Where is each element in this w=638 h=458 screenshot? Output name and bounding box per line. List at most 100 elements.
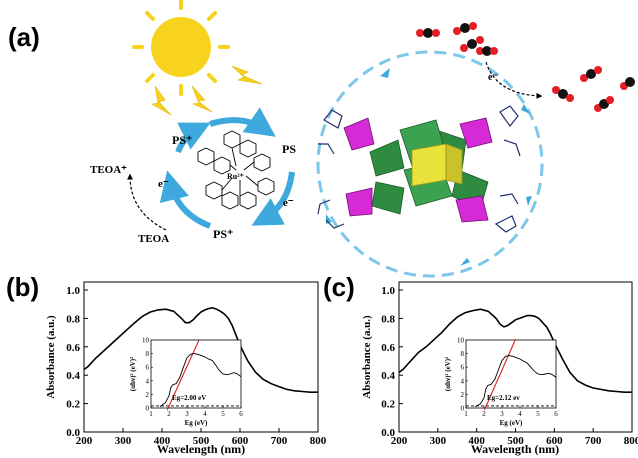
inset-x-tick-label: 3 [500, 410, 504, 418]
panel-b-xlabel: Wavelength (nm) [157, 442, 245, 456]
panel-c-inset-fit-line [483, 339, 516, 411]
x-tick-label: 700 [585, 435, 602, 447]
cluster-polyhedra [369, 119, 489, 215]
panel-c: (c) 0.0 0.2 0.4 0.6 0.8 1.0 200 300 400 500 600 70… [323, 272, 638, 456]
y-tick-label: 0.4 [381, 370, 395, 382]
panel-a-label: (a) [8, 22, 40, 52]
inset-x-tick-label: 2 [167, 410, 171, 418]
inset-x-tick-label: 5 [221, 410, 225, 418]
co2-reduction-arrow [485, 61, 543, 99]
panel-c-inset-y-ticks: 0 2 4 6 8 10 [457, 337, 468, 413]
ps-plus-bottom-label: PS⁺ [213, 227, 233, 241]
x-tick-label: 400 [468, 435, 485, 447]
inset-x-tick-label: 2 [482, 410, 486, 418]
cluster-circle-arrows [326, 68, 532, 266]
electron-right-label: e⁻ [283, 197, 294, 209]
inset-y-tick-label: 6 [146, 364, 150, 372]
inset-x-tick-label: 3 [185, 410, 189, 418]
inset-y-tick-label: 2 [461, 391, 465, 399]
panel-c-xlabel: Wavelength (nm) [471, 442, 559, 456]
inset-y-tick-label: 0 [461, 405, 465, 413]
y-tick-label: 1.0 [381, 285, 395, 297]
panel-b-inset-tauc-curve [159, 353, 242, 407]
y-tick-label: 0.0 [381, 427, 395, 439]
inset-y-tick-label: 8 [146, 350, 150, 358]
inset-y-tick-label: 4 [146, 377, 150, 385]
panel-c-ylabel: Absorbance (a.u.) [361, 315, 373, 399]
inset-x-tick-label: 1 [149, 410, 153, 418]
panel-c-inset: 1 2 3 4 5 6 0 2 4 6 8 10 Eg=2.12 ev Eg (eV) (αhν)²… [444, 337, 558, 428]
ps-plus-top-label: PS⁺ [172, 133, 192, 147]
inset-y-tick-label: 0 [146, 405, 150, 413]
panel-b-inset: 1 2 3 4 5 6 0 2 4 6 8 10 Eg=2.00 eV Eg (eV) (αhν)²… [129, 337, 243, 428]
panel-a: (a) [8, 0, 635, 278]
x-tick-label: 800 [624, 435, 638, 447]
inset-x-tick-label: 6 [554, 410, 558, 418]
lightning-icon [151, 65, 263, 116]
inset-x-tick-label: 4 [518, 410, 522, 418]
x-tick-label: 700 [271, 435, 288, 447]
panel-b-eg-annotation: Eg=2.00 eV [172, 394, 206, 402]
panel-c-inset-x-ticks: 1 2 3 4 5 6 [464, 406, 558, 418]
inset-y-tick-label: 2 [146, 391, 150, 399]
inset-x-tick-label: 4 [203, 410, 207, 418]
inset-x-tick-label: 6 [239, 410, 243, 418]
y-tick-label: 0.2 [381, 399, 395, 411]
panel-b-absorbance-line [83, 306, 318, 393]
panel-c-inset-tauc-curve [474, 355, 557, 408]
inset-y-tick-label: 4 [461, 377, 465, 385]
y-tick-label: 0.6 [381, 342, 395, 354]
inset-x-tick-label: 1 [464, 410, 468, 418]
panel-b: (b) 0.0 0.2 0.4 0.6 0.8 1.0 200 300 400 500 600 70… [6, 272, 327, 456]
x-tick-label: 300 [430, 435, 447, 447]
y-tick-label: 0.8 [381, 313, 395, 325]
x-tick-label: 200 [391, 435, 408, 447]
sun-icon [132, 0, 230, 96]
ps-cycle [159, 107, 295, 229]
x-tick-label: 300 [115, 435, 132, 447]
teoa-oxidation-arrow [127, 173, 167, 231]
inset-y-tick-label: 10 [457, 337, 465, 345]
panel-b-inset-frame [150, 339, 242, 409]
panel-b-inset-fit-line [166, 339, 200, 411]
y-tick-label: 1.0 [66, 285, 80, 297]
panel-c-inset-xlabel: Eg (eV) [500, 419, 523, 427]
organic-ligands [317, 105, 521, 233]
panel-b-inset-y-ticks: 0 2 4 6 8 10 [142, 337, 153, 413]
y-tick-label: 0.4 [66, 370, 80, 382]
panel-c-label: (c) [323, 272, 355, 302]
teoa-label: TEOA [138, 233, 169, 245]
teoa-plus-label: TEOA⁺ [90, 164, 127, 176]
inset-y-tick-label: 6 [461, 364, 465, 372]
x-tick-label: 600 [232, 435, 249, 447]
x-tick-label: 500 [507, 435, 524, 447]
y-tick-label: 0.6 [66, 342, 80, 354]
x-tick-label: 200 [76, 435, 93, 447]
y-tick-label: 0.2 [66, 399, 80, 411]
cluster-dashed-circle [316, 50, 544, 278]
x-tick-label: 800 [310, 435, 327, 447]
magenta-tetrahedra [343, 117, 493, 223]
panel-b-x-ticks: 200 300 400 500 600 700 800 [76, 428, 327, 447]
panel-c-x-ticks: 200 300 400 500 600 700 800 [391, 428, 638, 447]
panel-b-inset-ylabel: (αhν)² (eV)² [129, 357, 137, 391]
panel-c-absorbance-line [398, 308, 632, 393]
ru-complex-structure [197, 130, 275, 210]
ps-right-label: PS [282, 142, 296, 156]
panel-b-y-ticks: 0.0 0.2 0.4 0.6 0.8 1.0 [66, 285, 88, 439]
panel-c-inset-ylabel: (αhν)² (eV)² [444, 357, 452, 391]
co2-molecules [416, 22, 635, 112]
panel-c-inset-frame [465, 339, 557, 409]
electron-left-label: e⁻ [158, 178, 169, 190]
y-tick-label: 0.0 [66, 427, 80, 439]
panel-b-label: (b) [6, 272, 39, 302]
inset-y-tick-label: 8 [461, 350, 465, 358]
x-tick-label: 600 [546, 435, 563, 447]
panel-c-eg-annotation: Eg=2.12 ev [487, 394, 520, 402]
panel-b-inset-xlabel: Eg (eV) [185, 419, 208, 427]
electron-top-label: e⁻ [488, 72, 498, 83]
inset-x-tick-label: 5 [536, 410, 540, 418]
inset-y-tick-label: 10 [142, 337, 150, 345]
panel-c-y-ticks: 0.0 0.2 0.4 0.6 0.8 1.0 [381, 285, 403, 439]
